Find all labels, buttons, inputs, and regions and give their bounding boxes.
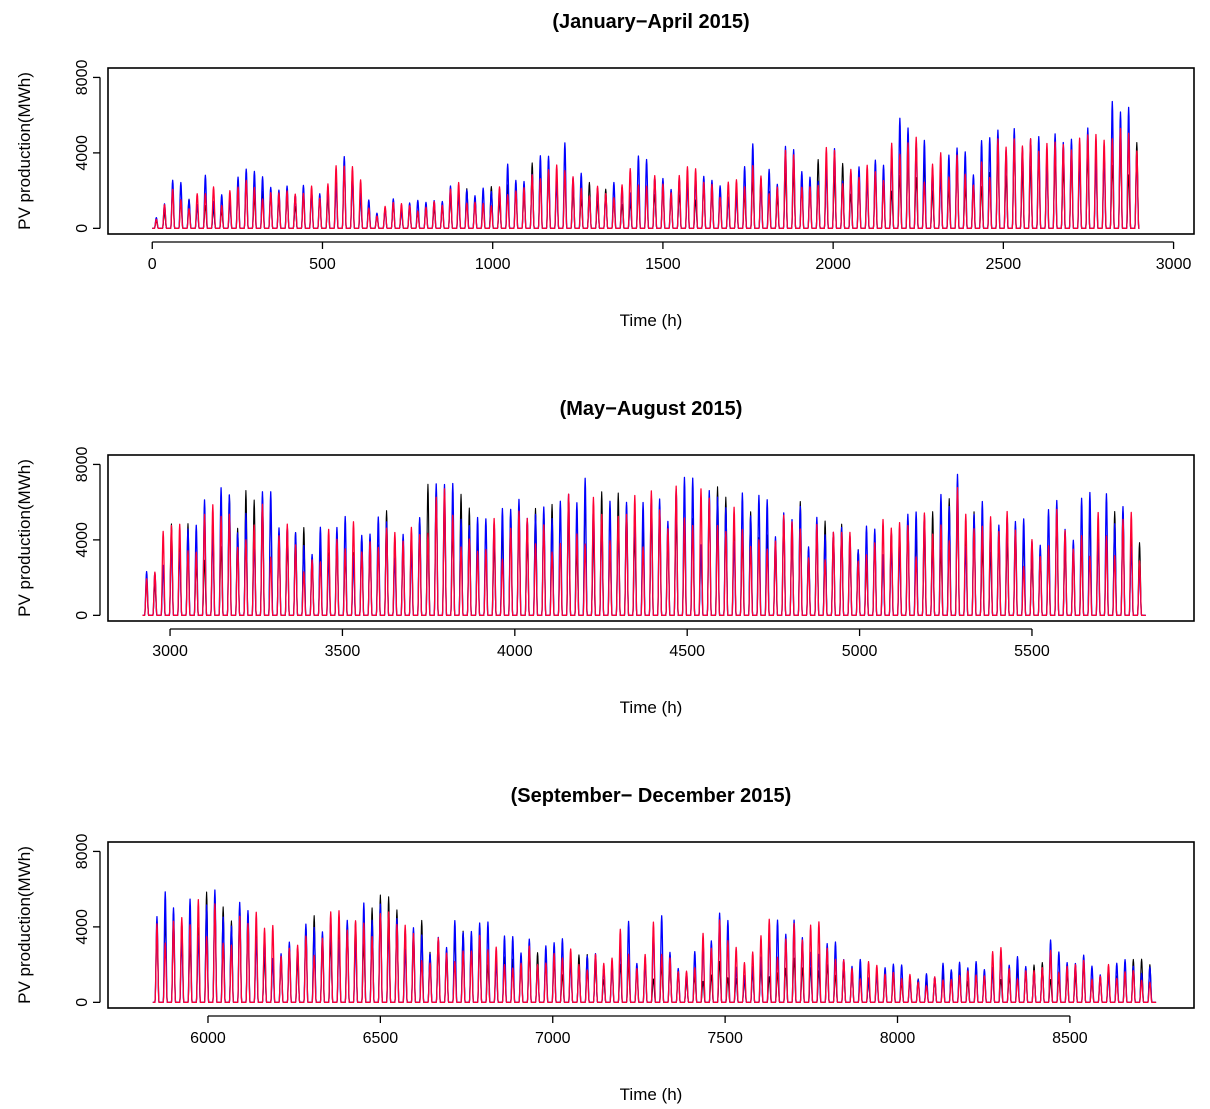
y-tick-label: 0 — [74, 224, 91, 233]
series-line-red — [142, 485, 1147, 616]
x-tick-label: 7000 — [535, 1030, 571, 1047]
x-tick-label: 6500 — [363, 1030, 399, 1047]
x-axis-label: Time (h) — [620, 1085, 683, 1104]
x-tick-label: 0 — [148, 256, 157, 273]
y-axis-label: PV production(MWh) — [15, 459, 34, 617]
x-tick-label: 7500 — [707, 1030, 743, 1047]
chart-panel-2: (May−August 2015) 3000 3500 4000 4500 5000 550… — [15, 398, 1195, 717]
chart-title: (September− December 2015) — [511, 785, 792, 807]
chart-panel-3: (September− December 2015) 6000 6500 7000 75… — [15, 785, 1195, 1104]
x-tick-label: 8000 — [880, 1030, 916, 1047]
series-line-red — [152, 898, 1157, 1003]
chart-panel-1: (January−April 2015) 0 500 1000 1500 2000 2500… — [15, 11, 1195, 330]
x-tick-label: 5500 — [1014, 643, 1050, 660]
x-tick-label: 3500 — [325, 643, 361, 660]
x-tick-label: 1500 — [645, 256, 681, 273]
x-axis-label: Time (h) — [620, 311, 683, 330]
x-tick-label: 4000 — [497, 643, 533, 660]
y-tick-label: 0 — [74, 998, 91, 1007]
y-tick-label: 8000 — [74, 834, 91, 870]
plot-area-border — [107, 841, 1195, 1009]
x-tick-label: 4500 — [669, 643, 705, 660]
y-tick-label: 4000 — [74, 135, 91, 171]
x-axis-label: Time (h) — [620, 698, 683, 717]
plot-area-border — [107, 454, 1195, 622]
chart-title: (January−April 2015) — [552, 11, 749, 33]
x-tick-label: 2500 — [986, 256, 1022, 273]
x-tick-label: 1000 — [475, 256, 511, 273]
y-tick-label: 4000 — [74, 522, 91, 558]
chart-title: (May−August 2015) — [560, 398, 743, 420]
y-tick-label: 8000 — [74, 447, 91, 483]
x-tick-label: 2000 — [815, 256, 851, 273]
x-tick-label: 5000 — [842, 643, 878, 660]
series-line-red — [151, 127, 1140, 229]
y-tick-label: 0 — [74, 611, 91, 620]
x-tick-label: 3000 — [152, 643, 188, 660]
x-tick-label: 3000 — [1156, 256, 1192, 273]
plot-area-border — [107, 67, 1195, 235]
y-axis-label: PV production(MWh) — [15, 846, 34, 1004]
y-axis-label: PV production(MWh) — [15, 72, 34, 230]
x-tick-label: 6000 — [190, 1030, 226, 1047]
y-tick-label: 8000 — [74, 60, 91, 96]
y-tick-label: 4000 — [74, 909, 91, 945]
x-tick-label: 8500 — [1052, 1030, 1088, 1047]
x-tick-label: 500 — [309, 256, 336, 273]
